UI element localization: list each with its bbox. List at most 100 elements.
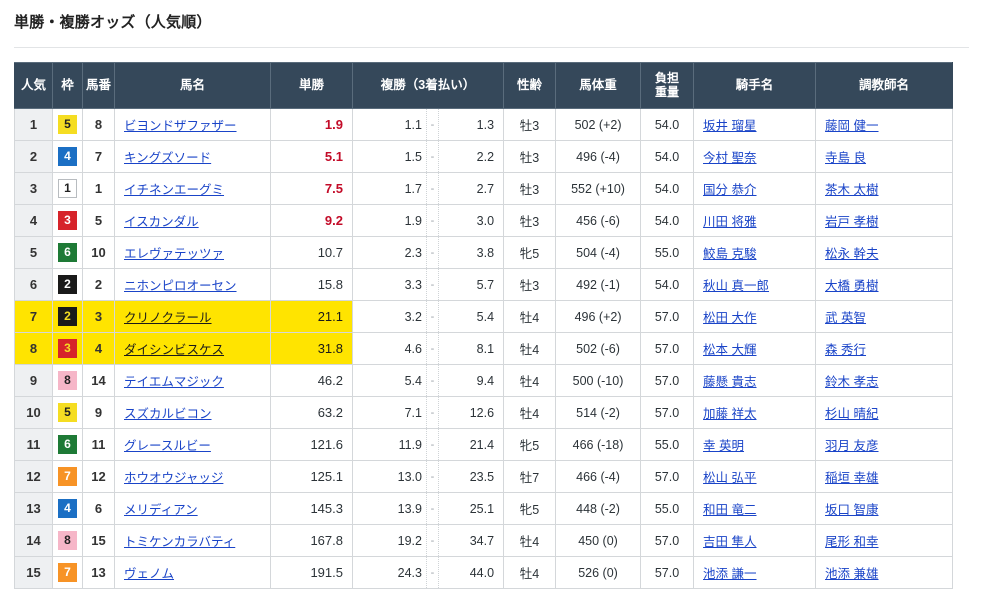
cell-jockey[interactable]: 幸 英明 — [693, 428, 817, 461]
cell-jockey[interactable]: 松田 大作 — [693, 300, 817, 333]
header-fukusho[interactable]: 複勝（3着払い） — [351, 62, 505, 109]
horse-name-link[interactable]: ヴェノム — [124, 567, 175, 581]
cell-trainer[interactable]: 寺島 良 — [815, 140, 954, 173]
horse-name-link[interactable]: イチネンエーグミ — [124, 183, 225, 197]
cell-trainer[interactable]: 茶木 太樹 — [815, 172, 954, 205]
cell-trainer[interactable]: 藤岡 健一 — [815, 108, 954, 141]
header-waku[interactable]: 枠 — [52, 62, 83, 109]
cell-trainer[interactable]: 武 英智 — [815, 300, 954, 333]
cell-jockey[interactable]: 坂井 瑠星 — [693, 108, 817, 141]
cell-trainer[interactable]: 杉山 晴紀 — [815, 396, 954, 429]
jockey-link[interactable]: 今村 聖奈 — [703, 151, 757, 165]
cell-horse-name[interactable]: メリディアン — [114, 492, 271, 525]
cell-horse-name[interactable]: ダイシンビスケス — [114, 332, 271, 365]
cell-jockey[interactable]: 秋山 真一郎 — [693, 268, 817, 301]
trainer-link[interactable]: 藤岡 健一 — [825, 119, 879, 133]
header-trainer[interactable]: 調教師名 — [815, 62, 954, 109]
cell-jockey[interactable]: 藤懸 貴志 — [693, 364, 817, 397]
trainer-link[interactable]: 鈴木 孝志 — [825, 375, 879, 389]
cell-horse-name[interactable]: クリノクラール — [114, 300, 271, 333]
jockey-link[interactable]: 加藤 祥太 — [703, 407, 757, 421]
horse-name-link[interactable]: ビヨンドザファザー — [124, 119, 237, 133]
header-horse-name[interactable]: 馬名 — [114, 62, 271, 109]
jockey-link[interactable]: 吉田 隼人 — [703, 535, 757, 549]
jockey-link[interactable]: 松田 大作 — [703, 311, 757, 325]
cell-trainer[interactable]: 池添 兼雄 — [815, 556, 954, 589]
horse-name-link[interactable]: クリノクラール — [124, 311, 212, 325]
jockey-link[interactable]: 池添 謙一 — [703, 567, 757, 581]
cell-trainer[interactable]: 稲垣 幸雄 — [815, 460, 954, 493]
trainer-link[interactable]: 寺島 良 — [825, 151, 867, 165]
cell-trainer[interactable]: 鈴木 孝志 — [815, 364, 954, 397]
cell-trainer[interactable]: 森 秀行 — [815, 332, 954, 365]
horse-name-link[interactable]: キングズソード — [124, 151, 212, 165]
header-umaban[interactable]: 馬番 — [82, 62, 115, 109]
cell-jockey[interactable]: 和田 竜二 — [693, 492, 817, 525]
cell-horse-name[interactable]: スズカルビコン — [114, 396, 271, 429]
jockey-link[interactable]: 国分 恭介 — [703, 183, 757, 197]
header-sex-age[interactable]: 性齢 — [503, 62, 557, 109]
jockey-link[interactable]: 坂井 瑠星 — [703, 119, 757, 133]
horse-name-link[interactable]: イスカンダル — [124, 215, 199, 229]
jockey-link[interactable]: 松本 大輝 — [703, 343, 757, 357]
cell-horse-name[interactable]: テイエムマジック — [114, 364, 271, 397]
jockey-link[interactable]: 川田 将雅 — [703, 215, 757, 229]
cell-trainer[interactable]: 松永 幹夫 — [815, 236, 954, 269]
horse-name-link[interactable]: メリディアン — [124, 503, 198, 517]
cell-horse-name[interactable]: ホウオウジャッジ — [114, 460, 271, 493]
header-load-weight[interactable]: 負担 重量 — [640, 62, 695, 109]
cell-jockey[interactable]: 加藤 祥太 — [693, 396, 817, 429]
cell-trainer[interactable]: 大橋 勇樹 — [815, 268, 954, 301]
horse-name-link[interactable]: グレースルビー — [124, 439, 211, 453]
cell-jockey[interactable]: 今村 聖奈 — [693, 140, 817, 173]
cell-jockey[interactable]: 松山 弘平 — [693, 460, 817, 493]
header-tansho[interactable]: 単勝 — [270, 62, 353, 109]
cell-horse-name[interactable]: イスカンダル — [114, 204, 271, 237]
header-jockey[interactable]: 騎手名 — [693, 62, 817, 109]
trainer-link[interactable]: 茶木 太樹 — [825, 183, 879, 197]
cell-jockey[interactable]: 国分 恭介 — [693, 172, 817, 205]
horse-name-link[interactable]: テイエムマジック — [124, 375, 224, 389]
jockey-link[interactable]: 松山 弘平 — [703, 471, 757, 485]
trainer-link[interactable]: 大橋 勇樹 — [825, 279, 879, 293]
cell-jockey[interactable]: 松本 大輝 — [693, 332, 817, 365]
cell-horse-name[interactable]: イチネンエーグミ — [114, 172, 271, 205]
horse-name-link[interactable]: スズカルビコン — [124, 407, 212, 421]
jockey-link[interactable]: 和田 竜二 — [703, 503, 757, 517]
trainer-link[interactable]: 坂口 智康 — [825, 503, 879, 517]
jockey-link[interactable]: 秋山 真一郎 — [703, 279, 770, 293]
horse-name-link[interactable]: ホウオウジャッジ — [124, 471, 224, 485]
jockey-link[interactable]: 鮫島 克駿 — [703, 247, 757, 261]
cell-horse-name[interactable]: エレヴァテッツァ — [114, 236, 271, 269]
horse-name-link[interactable]: ニホンピロオーセン — [124, 279, 237, 293]
trainer-link[interactable]: 池添 兼雄 — [825, 567, 879, 581]
jockey-link[interactable]: 幸 英明 — [703, 439, 745, 453]
cell-trainer[interactable]: 尾形 和幸 — [815, 524, 954, 557]
cell-horse-name[interactable]: グレースルビー — [114, 428, 271, 461]
cell-horse-name[interactable]: キングズソード — [114, 140, 271, 173]
cell-trainer[interactable]: 羽月 友彦 — [815, 428, 954, 461]
cell-horse-name[interactable]: ヴェノム — [114, 556, 271, 589]
trainer-link[interactable]: 岩戸 孝樹 — [825, 215, 879, 229]
header-rank[interactable]: 人気 — [14, 62, 53, 109]
cell-horse-name[interactable]: トミケンカラバティ — [114, 524, 271, 557]
horse-name-link[interactable]: トミケンカラバティ — [124, 535, 236, 549]
jockey-link[interactable]: 藤懸 貴志 — [703, 375, 757, 389]
horse-name-link[interactable]: エレヴァテッツァ — [124, 247, 225, 261]
cell-trainer[interactable]: 岩戸 孝樹 — [815, 204, 954, 237]
horse-name-link[interactable]: ダイシンビスケス — [124, 343, 225, 357]
cell-horse-name[interactable]: ビヨンドザファザー — [114, 108, 271, 141]
trainer-link[interactable]: 杉山 晴紀 — [825, 407, 879, 421]
trainer-link[interactable]: 稲垣 幸雄 — [825, 471, 879, 485]
cell-trainer[interactable]: 坂口 智康 — [815, 492, 954, 525]
trainer-link[interactable]: 森 秀行 — [825, 343, 867, 357]
trainer-link[interactable]: 武 英智 — [825, 311, 867, 325]
cell-jockey[interactable]: 川田 将雅 — [693, 204, 817, 237]
header-body-weight[interactable]: 馬体重 — [555, 62, 642, 109]
trainer-link[interactable]: 羽月 友彦 — [825, 439, 879, 453]
cell-horse-name[interactable]: ニホンピロオーセン — [114, 268, 271, 301]
trainer-link[interactable]: 尾形 和幸 — [825, 535, 879, 549]
cell-jockey[interactable]: 池添 謙一 — [693, 556, 817, 589]
trainer-link[interactable]: 松永 幹夫 — [825, 247, 879, 261]
cell-jockey[interactable]: 鮫島 克駿 — [693, 236, 817, 269]
